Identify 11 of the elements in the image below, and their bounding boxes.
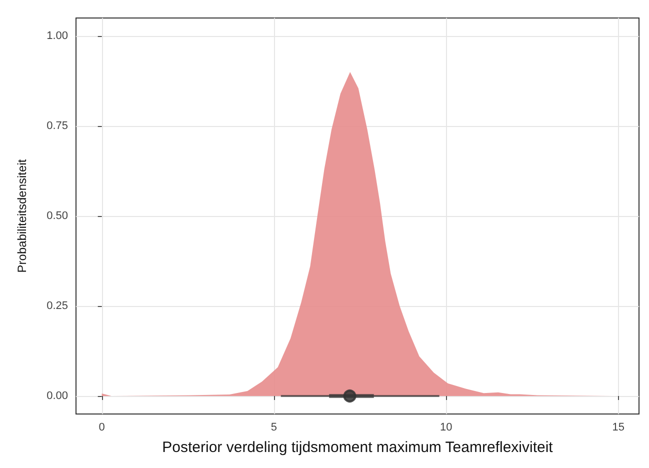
x-tick-label: 0 [98,422,105,434]
x-tick-label: 5 [270,422,278,434]
y-tick-label: 0.75 [46,120,68,132]
y-axis-title: Probabiliteitsdensiteit [15,158,29,273]
y-tick-label: 0.25 [46,300,68,312]
y-tick-label: 1.00 [46,30,68,42]
x-tick-label: 10 [440,422,452,434]
x-tick-label: 15 [612,422,624,434]
x-axis-title: Posterior verdeling tijdsmoment maximum Teamreflexiviteit [162,439,554,456]
y-tick-label: 0.00 [46,390,68,402]
y-tick-label: 0.50 [46,210,68,222]
